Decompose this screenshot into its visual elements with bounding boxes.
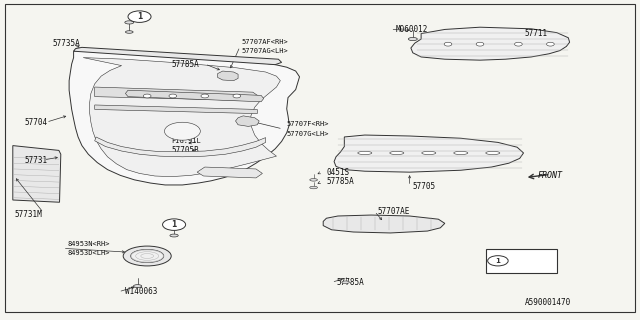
- Text: 57704: 57704: [24, 118, 47, 127]
- Text: FRONT: FRONT: [538, 171, 563, 180]
- Text: 57711: 57711: [525, 29, 548, 38]
- Text: A590001470: A590001470: [525, 298, 571, 307]
- Text: 57785A: 57785A: [336, 278, 364, 287]
- Polygon shape: [83, 58, 280, 177]
- Circle shape: [515, 42, 522, 46]
- Text: 57731M: 57731M: [14, 210, 42, 219]
- Text: 57705: 57705: [413, 182, 436, 191]
- Ellipse shape: [486, 151, 500, 155]
- Ellipse shape: [124, 246, 172, 266]
- Text: W140063: W140063: [125, 287, 158, 296]
- Polygon shape: [95, 137, 266, 157]
- Text: M060012: M060012: [396, 25, 428, 34]
- Text: 0451S: 0451S: [326, 168, 349, 177]
- Ellipse shape: [358, 151, 372, 155]
- Polygon shape: [13, 146, 61, 202]
- Text: 57707AG<LH>: 57707AG<LH>: [242, 48, 289, 54]
- Ellipse shape: [390, 151, 404, 155]
- Text: FIG.91L: FIG.91L: [172, 139, 201, 144]
- Text: 57785A: 57785A: [172, 60, 199, 68]
- Circle shape: [163, 219, 186, 230]
- Ellipse shape: [310, 186, 317, 189]
- Text: 84953N<RH>: 84953N<RH>: [67, 241, 109, 247]
- Circle shape: [201, 94, 209, 98]
- Ellipse shape: [310, 179, 317, 181]
- Text: W140007: W140007: [512, 256, 545, 265]
- Circle shape: [128, 11, 151, 22]
- Ellipse shape: [134, 285, 142, 287]
- Ellipse shape: [408, 37, 417, 41]
- Text: 1: 1: [137, 12, 142, 21]
- Text: 57735A: 57735A: [52, 39, 80, 48]
- Polygon shape: [69, 50, 300, 185]
- Ellipse shape: [125, 21, 134, 24]
- Circle shape: [488, 256, 508, 266]
- Circle shape: [444, 42, 452, 46]
- Circle shape: [233, 94, 241, 98]
- Circle shape: [143, 94, 151, 98]
- Polygon shape: [197, 167, 262, 178]
- Circle shape: [547, 42, 554, 46]
- Text: 57707G<LH>: 57707G<LH>: [287, 131, 329, 137]
- Ellipse shape: [454, 151, 468, 155]
- Text: 1: 1: [172, 220, 177, 229]
- Polygon shape: [95, 87, 259, 101]
- Polygon shape: [323, 215, 445, 233]
- Ellipse shape: [170, 234, 178, 237]
- Circle shape: [164, 122, 200, 140]
- Text: 57707F<RH>: 57707F<RH>: [287, 121, 329, 127]
- FancyBboxPatch shape: [486, 249, 557, 273]
- Text: 57707AF<RH>: 57707AF<RH>: [242, 39, 289, 44]
- Polygon shape: [411, 27, 570, 60]
- Text: 84953D<LH>: 84953D<LH>: [67, 250, 109, 256]
- Text: 57785A: 57785A: [326, 177, 354, 186]
- Text: 57705B: 57705B: [172, 146, 199, 155]
- Polygon shape: [334, 135, 524, 172]
- Polygon shape: [74, 47, 282, 65]
- Polygon shape: [125, 90, 264, 102]
- Circle shape: [476, 42, 484, 46]
- Ellipse shape: [125, 31, 133, 33]
- Polygon shape: [218, 71, 238, 81]
- Ellipse shape: [131, 249, 164, 263]
- Text: 1: 1: [495, 258, 500, 264]
- Text: 57707AE: 57707AE: [378, 207, 410, 216]
- Circle shape: [169, 94, 177, 98]
- Ellipse shape: [342, 281, 349, 284]
- Ellipse shape: [422, 151, 436, 155]
- Text: 57731: 57731: [24, 156, 47, 164]
- Polygon shape: [236, 116, 259, 126]
- Polygon shape: [95, 105, 257, 114]
